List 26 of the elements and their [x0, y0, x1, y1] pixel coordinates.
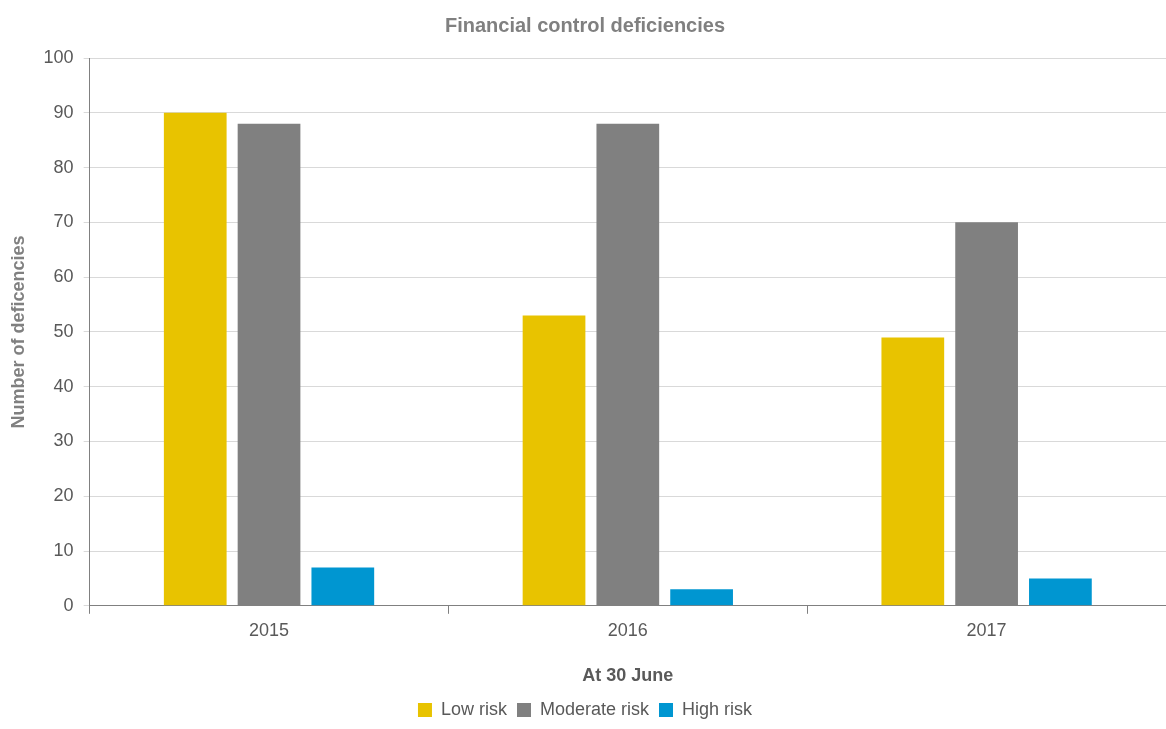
x-axis-title: At 30 June — [582, 665, 674, 686]
legend-label: Low risk — [440, 698, 508, 719]
bar — [311, 567, 375, 606]
x-tick-label: 2016 — [607, 619, 648, 640]
y-tick-label: 80 — [53, 156, 74, 177]
legend-label: Moderate risk — [539, 698, 651, 719]
y-tick-label: 40 — [53, 375, 74, 396]
y-axis-title: Number of deficencies — [7, 235, 28, 429]
x-tick-label: 2017 — [966, 619, 1007, 640]
y-tick-label: 100 — [43, 46, 74, 67]
bar — [1029, 578, 1092, 606]
y-tick-label: 0 — [63, 594, 74, 615]
bar — [670, 589, 733, 606]
chart-title: Financial control deficiencies — [444, 13, 726, 36]
bar — [522, 315, 586, 606]
y-tick-label: 60 — [53, 266, 74, 287]
y-tick-label: 70 — [53, 211, 74, 232]
y-tick-label: 10 — [53, 539, 74, 560]
y-tick-label: 30 — [53, 430, 74, 451]
x-tick-label: 2015 — [249, 619, 290, 640]
y-tick-label: 90 — [53, 101, 74, 122]
y-tick-label: 50 — [53, 320, 74, 341]
legend-label: High risk — [682, 698, 754, 719]
y-tick-label: 20 — [53, 485, 74, 506]
bar — [881, 337, 945, 606]
bar — [163, 112, 227, 606]
